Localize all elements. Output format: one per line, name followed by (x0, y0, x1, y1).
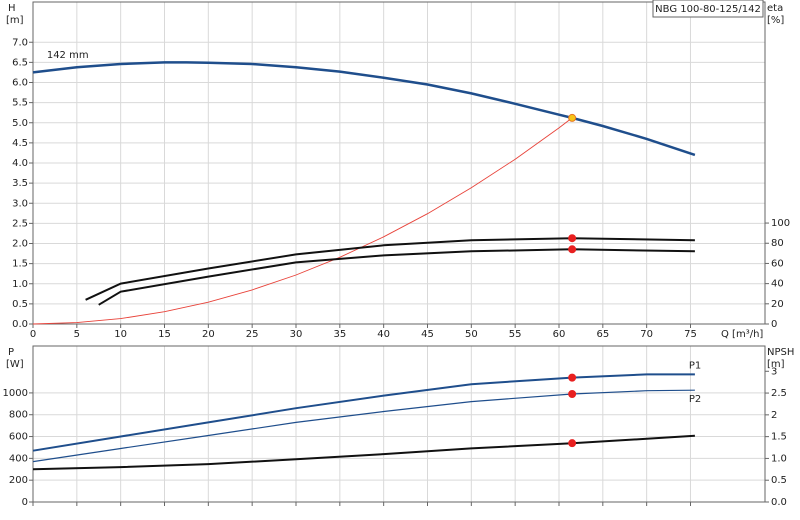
x-tick-label: 65 (596, 329, 609, 340)
y2-axis-label: eta (767, 3, 783, 14)
y2-tick-label: 100 (771, 218, 790, 229)
x-axis-label: Q [m³/h] (721, 329, 763, 340)
y-tick-label: 2.5 (12, 218, 28, 229)
y-tick-label: 3.0 (12, 198, 28, 209)
x-tick-label: 70 (640, 329, 653, 340)
x-tick-label: 25 (246, 329, 259, 340)
x-tick-label: 55 (509, 329, 522, 340)
plot-frame (32, 1, 766, 325)
y-tick-label: 200 (9, 475, 28, 486)
y-tick-label: 2.0 (12, 239, 28, 250)
y2-tick-label: 80 (771, 238, 784, 249)
y-axis-label: H (8, 3, 16, 14)
y2-tick-label: 40 (771, 279, 784, 290)
y-tick-label: 4.0 (12, 158, 28, 169)
x-tick-label: 60 (553, 329, 566, 340)
y-tick-label: 0.0 (12, 319, 28, 330)
curve (32, 434, 695, 471)
x-tick-label: 10 (114, 329, 127, 340)
curve (85, 237, 695, 301)
y2-axis-unit: [m] (767, 359, 785, 370)
x-tick-label: 0 (30, 329, 36, 340)
duty-point (568, 439, 577, 448)
x-tick-label: 75 (684, 329, 697, 340)
curve (98, 248, 695, 306)
x-tick-label: 5 (74, 329, 80, 340)
y-tick-label: 5.0 (12, 118, 28, 129)
curve-label: P2 (689, 394, 701, 405)
y2-tick-label: 2 (771, 410, 777, 421)
y-tick-label: 4.5 (12, 138, 28, 149)
x-tick-label: 20 (202, 329, 215, 340)
y-tick-label: 7.0 (12, 37, 28, 48)
y-tick-label: 800 (9, 410, 28, 421)
y-tick-label: 3.5 (12, 178, 28, 189)
y2-axis-unit: [%] (767, 15, 784, 26)
y2-tick-label: 3 (771, 366, 777, 377)
x-tick-label: 35 (333, 329, 346, 340)
y-tick-label: 1.5 (12, 259, 28, 270)
y-tick-label: 0.5 (12, 299, 28, 310)
y2-tick-label: 0.0 (771, 497, 787, 508)
x-tick-label: 15 (158, 329, 171, 340)
plot-frame (32, 345, 766, 503)
y2-axis-label: NPSH (767, 347, 794, 358)
duty-point (568, 390, 577, 398)
curve (32, 61, 696, 157)
title-box (652, 0, 764, 18)
y-tick-label: 400 (9, 453, 28, 464)
curve (32, 373, 695, 452)
x-tick-label: 50 (465, 329, 478, 340)
y-axis-unit: [m] (6, 15, 24, 26)
y2-tick-label: 2.5 (771, 388, 787, 399)
y-axis-unit: [W] (6, 359, 24, 370)
x-tick-label: 45 (421, 329, 434, 340)
y-tick-label: 1000 (3, 388, 28, 399)
y-tick-label: 600 (9, 432, 28, 443)
y-axis-label: P (8, 347, 14, 358)
y2-tick-label: 60 (771, 258, 784, 269)
chart-title: NBG 100-80-125/142 (655, 4, 761, 15)
duty-point (568, 113, 577, 122)
duty-point (568, 373, 577, 382)
curve (32, 389, 695, 463)
y2-tick-label: 0 (771, 319, 777, 330)
curve (32, 117, 573, 325)
duty-point (568, 245, 577, 254)
y2-tick-label: 0.5 (771, 475, 787, 486)
duty-point (568, 234, 577, 243)
y2-tick-label: 20 (771, 299, 784, 310)
y2-tick-label: 1.0 (771, 453, 787, 464)
curve-label: P1 (689, 360, 701, 371)
curve-label: 142 mm (47, 50, 89, 61)
y-tick-label: 0 (22, 497, 28, 508)
y-tick-label: 1.0 (12, 279, 28, 290)
y2-tick-label: 1.5 (771, 432, 787, 443)
x-tick-label: 30 (290, 329, 303, 340)
y-tick-label: 6.5 (12, 57, 28, 68)
y-tick-label: 5.5 (12, 98, 28, 109)
x-tick-label: 40 (377, 329, 390, 340)
y-tick-label: 6.0 (12, 78, 28, 89)
